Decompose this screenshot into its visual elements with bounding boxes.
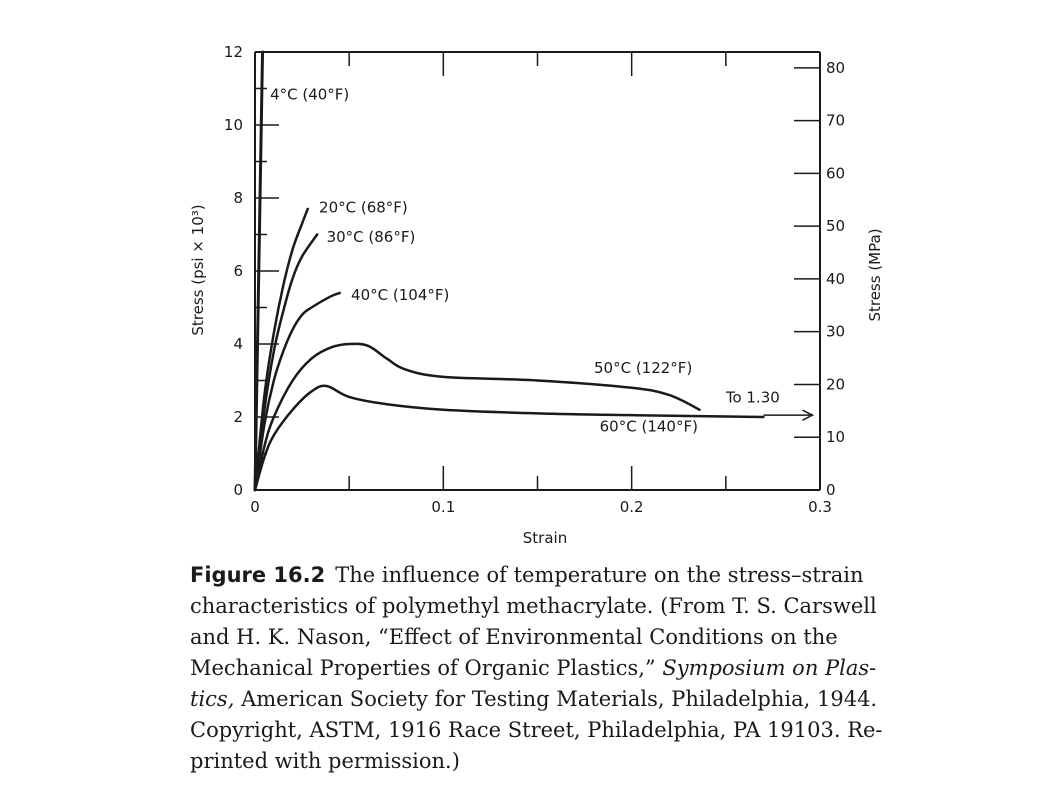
series-label: 60°C (140°F) [600, 418, 698, 436]
caption-line-6: Copyright, ASTM, 1916 Race Street, Phila… [190, 718, 883, 742]
annotation-label: To 1.30 [725, 388, 780, 406]
y-tick-label-right: 40 [826, 270, 845, 288]
caption-text-1: The influence of temperature on the stre… [335, 563, 864, 587]
y-tick-label-right: 70 [826, 112, 845, 130]
series-label: 4°C (40°F) [270, 85, 349, 103]
y-tick-label-left: 4 [233, 335, 243, 353]
series-curve [253, 342, 701, 492]
series-curve [253, 50, 265, 492]
caption-line-7: printed with permission.) [190, 749, 460, 773]
caption-line-5: tics, American Society for Testing Mater… [190, 684, 990, 715]
y-tick-label-left: 10 [224, 116, 243, 134]
caption-text-4b: Symposium on Plas- [662, 656, 877, 680]
y-tick-label-right: 0 [826, 481, 836, 499]
caption-text-5a: tics, [190, 687, 235, 711]
series-curve [253, 233, 319, 492]
caption-text-4a: Mechanical Properties of Organic Plastic… [190, 656, 656, 680]
y-tick-label-left: 6 [233, 262, 243, 280]
curves [253, 50, 765, 492]
caption-line-1: Figure 16.2 The influence of temperature … [190, 560, 990, 591]
caption-text-5b: American Society for Testing Materials, … [241, 687, 878, 711]
figure-number: Figure 16.2 [190, 563, 326, 587]
x-tick-label: 0 [250, 498, 260, 516]
caption-line-4: Mechanical Properties of Organic Plastic… [190, 653, 990, 684]
x-tick-label: 0.3 [808, 498, 832, 516]
y-tick-label-right: 10 [826, 428, 845, 446]
series-labels: 4°C (40°F) 20°C (68°F) 30°C (86°F) 40°C (10… [270, 85, 698, 435]
annotation: To 1.30 [725, 388, 815, 421]
y-tick-label-left: 0 [233, 481, 243, 499]
x-tick-label: 0.1 [431, 498, 455, 516]
series-label: 20°C (68°F) [319, 199, 408, 217]
caption-line-2: characteristics of polymethyl methacryla… [190, 594, 877, 618]
y-tick-label-right: 60 [826, 164, 845, 182]
series-label: 30°C (86°F) [327, 228, 416, 246]
series-curve [253, 291, 341, 492]
annotation-arrow-head [802, 409, 815, 421]
y-tick-label-right: 50 [826, 217, 845, 235]
y-tick-label-right: 80 [826, 59, 845, 77]
series-label: 50°C (122°F) [594, 359, 692, 377]
y-axis-label-left: Stress (psi × 10³) [189, 204, 207, 335]
caption-line-3: and H. K. Nason, “Effect of Environmenta… [190, 625, 838, 649]
series-curve [253, 207, 309, 492]
y-tick-label-right: 20 [826, 375, 845, 393]
series-curve [253, 384, 765, 492]
y-tick-label-left: 12 [224, 43, 243, 61]
y-axis-label-right: Stress (MPa) [866, 228, 884, 321]
y-tick-label-left: 8 [233, 189, 243, 207]
axis-ticks [254, 51, 821, 491]
x-tick-label: 0.2 [620, 498, 644, 516]
x-axis-label: Strain [523, 529, 567, 545]
y-tick-label-right: 30 [826, 323, 845, 341]
series-label: 40°C (104°F) [351, 286, 449, 304]
y-tick-label-left: 2 [233, 408, 243, 426]
plot-frame [254, 51, 821, 491]
figure-caption: Figure 16.2 The influence of temperature … [190, 560, 990, 777]
